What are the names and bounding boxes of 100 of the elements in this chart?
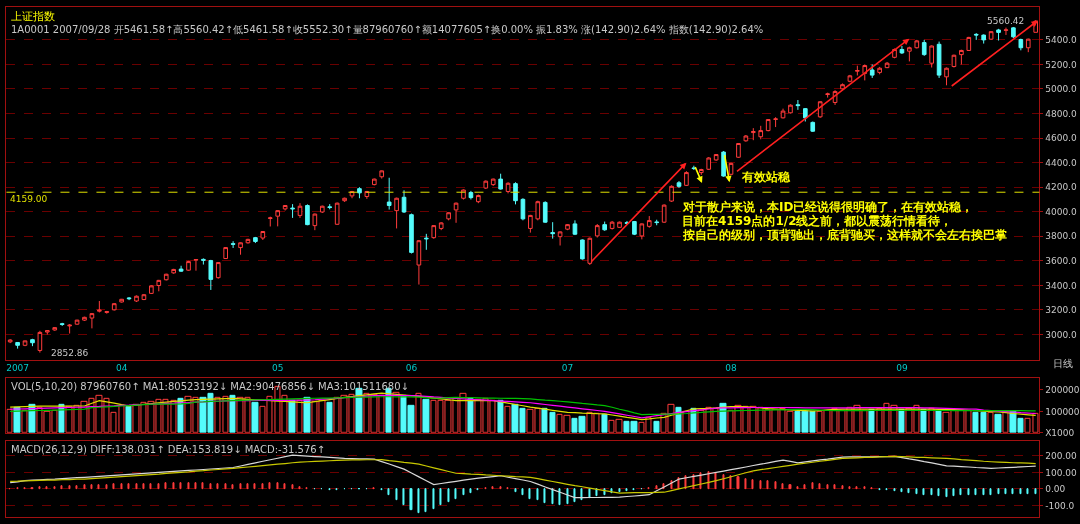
y-tick-label: 5400.0 — [1045, 35, 1077, 46]
candlestick — [171, 268, 176, 275]
candlestick — [899, 45, 905, 55]
candlestick — [364, 190, 370, 200]
candlestick — [840, 82, 845, 91]
bar — [392, 391, 400, 433]
y-tick-label: 200.00 — [1045, 451, 1077, 462]
candlestick — [238, 241, 243, 256]
bar — [288, 399, 296, 433]
candlestick — [609, 220, 615, 231]
candlestick — [379, 170, 385, 180]
bar — [467, 397, 474, 433]
candlestick — [89, 312, 95, 329]
bar — [409, 488, 413, 511]
candlestick — [394, 197, 399, 229]
x-tick-label: 06 — [405, 363, 418, 374]
candlestick — [973, 32, 979, 41]
candlestick — [193, 258, 199, 272]
candlestick — [201, 257, 206, 266]
annotation: 目前在4159点的1/2线之前，都以震荡行情看待， — [682, 214, 953, 228]
candlestick — [446, 211, 451, 221]
candlestick — [803, 107, 808, 123]
candlestick — [698, 168, 704, 176]
candlestick — [825, 92, 830, 99]
candlestick — [966, 36, 972, 52]
bar — [987, 411, 994, 433]
candlestick — [505, 181, 511, 194]
x-tick-label: 2007 — [6, 363, 30, 374]
candlestick — [424, 233, 429, 251]
annotation: 有效站稳 — [741, 170, 791, 184]
candlestick — [401, 189, 407, 214]
bar — [251, 401, 259, 433]
bar — [1002, 410, 1009, 433]
chart-title: VOL(5,10,20) 87960760↑ MA1:80523192↓ MA2:90476856↓ MA3:101511680↓ — [11, 381, 409, 392]
candlestick — [111, 302, 117, 312]
candlestick — [416, 239, 422, 286]
candlestick — [134, 294, 139, 303]
bar — [415, 392, 422, 433]
candlestick — [661, 203, 667, 224]
candlestick — [743, 134, 749, 143]
candlestick — [847, 74, 853, 83]
candlestick — [45, 329, 50, 336]
candlestick — [758, 125, 764, 140]
y-tick-label: 3600.0 — [1045, 256, 1077, 266]
candlestick — [981, 33, 987, 45]
candlestick — [565, 223, 570, 231]
candlestick — [632, 220, 637, 236]
y-tick-label: 100.00 — [1045, 467, 1077, 478]
candlestick — [74, 319, 80, 326]
candlestick — [542, 200, 548, 224]
candlestick — [951, 54, 957, 69]
text: 日线 — [1053, 358, 1073, 369]
y-tick-label: 3800.0 — [1045, 231, 1077, 242]
y-tick-label: 200000 — [1045, 385, 1080, 396]
candlestick — [453, 202, 459, 224]
x-tick-label: 08 — [725, 363, 738, 374]
candlestick — [572, 219, 578, 236]
candlestick — [59, 322, 65, 327]
candlestick — [691, 165, 697, 171]
candlestick — [959, 49, 964, 65]
candlestick — [267, 216, 273, 227]
candlestick — [869, 63, 875, 79]
y-tick-label: -100.0 — [1045, 500, 1075, 511]
candlestick — [119, 298, 124, 304]
bar — [736, 476, 740, 490]
candlestick — [282, 204, 288, 212]
candlestick — [297, 202, 303, 219]
candlestick — [684, 170, 689, 187]
y-tick-label: X1000 — [1045, 427, 1075, 438]
candlestick — [936, 41, 942, 79]
candlestick — [357, 186, 362, 199]
candlestick — [230, 240, 236, 249]
candlestick — [773, 116, 778, 128]
y-tick-label: 4400.0 — [1045, 157, 1077, 168]
bar — [296, 399, 303, 433]
candlestick — [126, 296, 132, 301]
candlestick — [580, 238, 585, 261]
bar — [229, 394, 236, 433]
candlestick — [15, 341, 20, 350]
bar — [303, 396, 311, 433]
candlestick — [736, 142, 741, 159]
candlestick — [914, 39, 920, 49]
candlestick — [178, 265, 184, 273]
candlestick — [409, 213, 414, 254]
candlestick — [312, 213, 318, 231]
candlestick — [305, 203, 310, 226]
x-tick-label: 09 — [896, 363, 908, 374]
candlestick — [141, 293, 147, 301]
bar — [994, 413, 1002, 433]
candlestick — [706, 156, 712, 171]
candlestick — [1011, 26, 1016, 39]
candlestick — [877, 66, 882, 75]
ref-line-label: 4159.00 — [10, 194, 48, 204]
candlestick — [676, 180, 682, 189]
candlestick — [528, 214, 533, 234]
candlestick — [483, 179, 489, 190]
candlestick — [438, 221, 444, 231]
candlestick — [30, 338, 35, 347]
y-tick-label: 4200.0 — [1045, 182, 1077, 193]
candlestick — [513, 181, 518, 205]
